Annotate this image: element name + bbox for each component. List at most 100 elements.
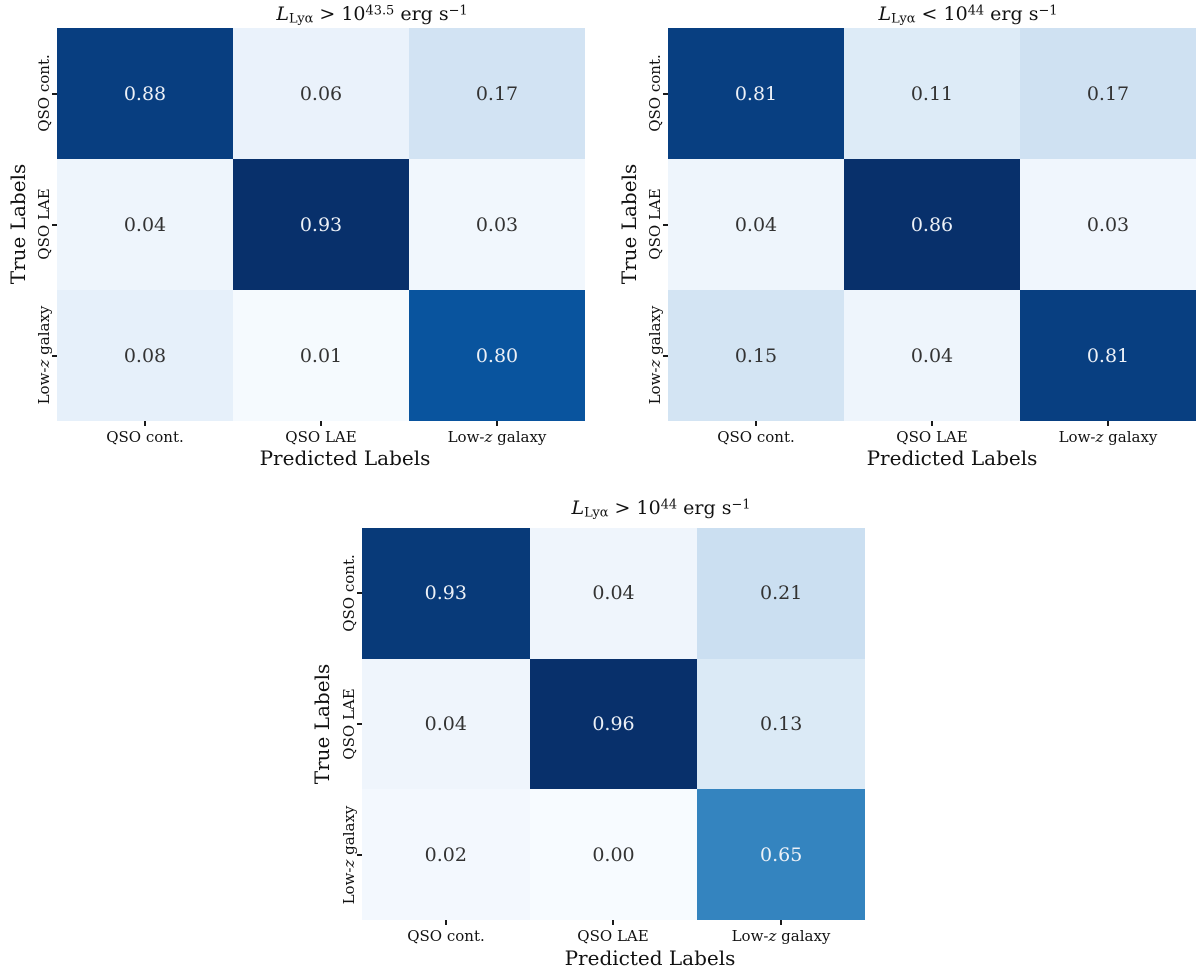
heatmap-cell: 0.15 <box>668 290 844 421</box>
tick-mark <box>320 421 322 426</box>
heatmap-cell: 0.93 <box>362 528 530 659</box>
x-axis-title: Predicted Labels <box>866 446 1038 470</box>
heatmap-cell: 0.04 <box>844 290 1020 421</box>
tick-mark <box>1107 421 1109 426</box>
heatmap: 0.93 0.04 0.21 0.04 0.96 0.13 0.02 0.00 … <box>362 528 865 920</box>
x-tick-label: QSO cont. <box>717 428 795 446</box>
x-tick-label: QSO cont. <box>407 927 485 945</box>
heatmap-cell: 0.08 <box>57 290 233 421</box>
heatmap-cell: 0.04 <box>529 528 698 659</box>
title-unit: erg s <box>984 3 1039 25</box>
x-tick-label: QSO LAE <box>285 428 356 446</box>
heatmap-cell: 0.04 <box>362 658 530 790</box>
heatmap-cell: 0.04 <box>668 159 844 290</box>
heatmap-cell: 0.80 <box>409 290 585 421</box>
title-exponent: 44 <box>967 3 985 19</box>
y-axis-title: True Labels <box>617 163 641 285</box>
y-tick-label: QSO LAE <box>340 688 358 759</box>
heatmap-cell: 0.03 <box>409 159 585 290</box>
x-tick-label: Low-z galaxy <box>448 428 547 446</box>
label-text: galaxy <box>492 428 547 446</box>
tick-mark <box>931 421 933 426</box>
x-tick-label: QSO LAE <box>896 428 967 446</box>
title-subscript: Lyα <box>891 11 916 27</box>
title-unit: erg s <box>394 3 449 25</box>
label-text: galaxy <box>340 805 358 860</box>
title-relation: > <box>608 497 637 519</box>
heatmap: 0.88 0.06 0.17 0.04 0.93 0.03 0.08 0.01 … <box>57 28 585 421</box>
label-italic: z <box>35 359 53 368</box>
tick-mark <box>612 920 614 925</box>
label-italic: z <box>484 428 493 446</box>
tick-mark <box>663 355 668 357</box>
label-text: Low- <box>447 428 485 446</box>
y-tick-label: QSO cont. <box>646 54 664 132</box>
tick-mark <box>663 224 668 226</box>
heatmap: 0.81 0.11 0.17 0.04 0.86 0.03 0.15 0.04 … <box>668 28 1196 421</box>
heatmap-cell: 0.03 <box>1020 159 1196 290</box>
y-tick-label: QSO cont. <box>35 54 53 132</box>
label-text: QSO LAE <box>896 428 968 446</box>
x-tick-label: QSO LAE <box>577 927 648 945</box>
title-exponent: 44 <box>660 497 678 513</box>
label-text: Low- <box>1058 428 1096 446</box>
heatmap-cell: 0.86 <box>844 159 1020 290</box>
y-tick-label: QSO LAE <box>35 188 53 259</box>
x-tick-label: Low-z galaxy <box>1059 428 1158 446</box>
tick-mark <box>52 93 57 95</box>
title-subscript: Lyα <box>288 11 314 27</box>
label-text: galaxy <box>35 305 53 360</box>
y-tick-label: Low-z galaxy <box>35 306 53 405</box>
heatmap-cell: 0.01 <box>233 290 409 421</box>
heatmap-cell: 0.11 <box>844 28 1020 159</box>
title-exponent: 43.5 <box>365 3 395 19</box>
heatmap-cell: 0.17 <box>409 28 585 159</box>
label-italic: z <box>646 359 664 368</box>
label-text: Low- <box>35 367 53 405</box>
label-text: QSO cont. <box>35 54 53 132</box>
panel-title: LLyα > 1043.5 erg s−1 <box>276 3 467 27</box>
label-text: QSO LAE <box>285 428 357 446</box>
title-subscript: Lyα <box>584 505 609 521</box>
tick-mark <box>52 224 57 226</box>
heatmap-cell: 0.88 <box>57 28 233 159</box>
heatmap-cell: 0.17 <box>1020 28 1196 159</box>
title-base: 10 <box>636 497 661 519</box>
heatmap-cell: 0.81 <box>1020 290 1196 421</box>
tick-mark <box>496 421 498 426</box>
heatmap-cell: 0.00 <box>529 789 698 920</box>
panel-title: LLyα < 1044 erg s−1 <box>879 3 1058 27</box>
x-axis-title: Predicted Labels <box>564 946 736 970</box>
label-text: Low- <box>340 867 358 905</box>
tick-mark <box>780 920 782 925</box>
x-tick-label: Low-z galaxy <box>732 927 831 945</box>
heatmap-cell: 0.81 <box>668 28 844 159</box>
y-tick-label: Low-z galaxy <box>340 806 358 905</box>
title-base: 10 <box>943 3 968 25</box>
tick-mark <box>144 421 146 426</box>
label-text: QSO cont. <box>717 428 795 446</box>
label-italic: z <box>1095 428 1104 446</box>
title-base: 10 <box>341 3 366 25</box>
label-text: QSO cont. <box>646 54 664 132</box>
label-italic: z <box>340 859 358 868</box>
tick-mark <box>755 421 757 426</box>
label-text: QSO cont. <box>106 428 184 446</box>
title-unit-exponent: −1 <box>731 497 751 513</box>
heatmap-cell: 0.06 <box>233 28 409 159</box>
title-variable: L <box>571 497 585 519</box>
tick-mark <box>52 355 57 357</box>
label-text: QSO LAE <box>35 188 53 260</box>
tick-mark <box>357 854 362 856</box>
label-text: galaxy <box>1103 428 1158 446</box>
label-text: Low- <box>731 927 769 945</box>
heatmap-cell: 0.21 <box>697 528 865 659</box>
label-text: QSO LAE <box>340 688 358 760</box>
title-variable: L <box>878 3 892 25</box>
heatmap-cell: 0.65 <box>697 789 865 920</box>
label-text: QSO LAE <box>646 188 664 260</box>
label-text: QSO cont. <box>407 927 485 945</box>
label-text: galaxy <box>776 927 831 945</box>
heatmap-cell: 0.96 <box>529 658 698 790</box>
